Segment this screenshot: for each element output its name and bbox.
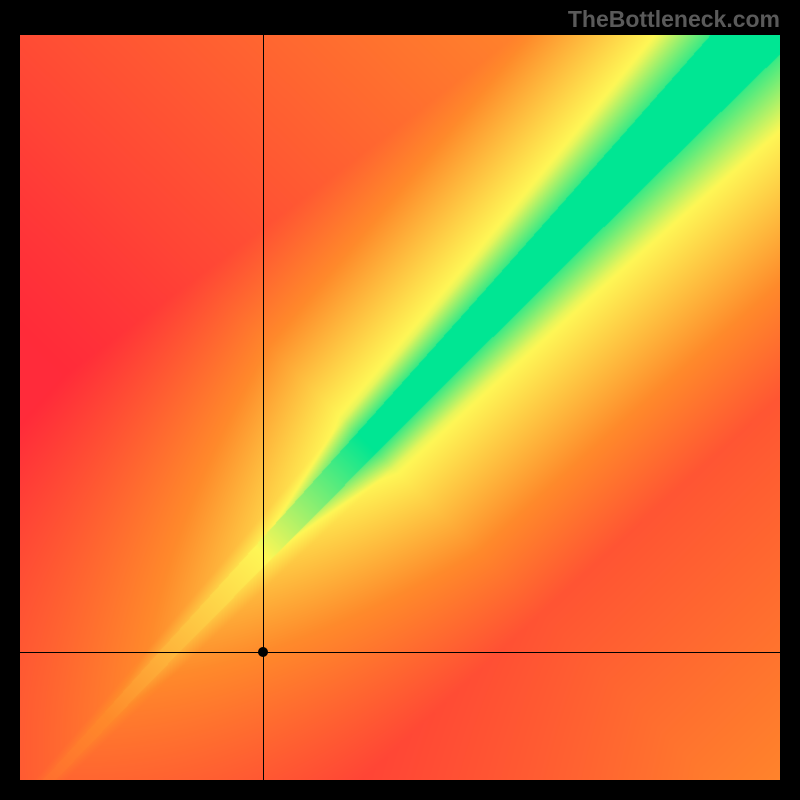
crosshair-vertical — [263, 35, 264, 780]
chart-container: TheBottleneck.com — [0, 0, 800, 800]
crosshair-marker — [258, 647, 268, 657]
watermark-text: TheBottleneck.com — [568, 6, 780, 33]
crosshair-horizontal — [20, 652, 780, 653]
plot-area — [20, 35, 780, 780]
heatmap-canvas — [20, 35, 780, 780]
